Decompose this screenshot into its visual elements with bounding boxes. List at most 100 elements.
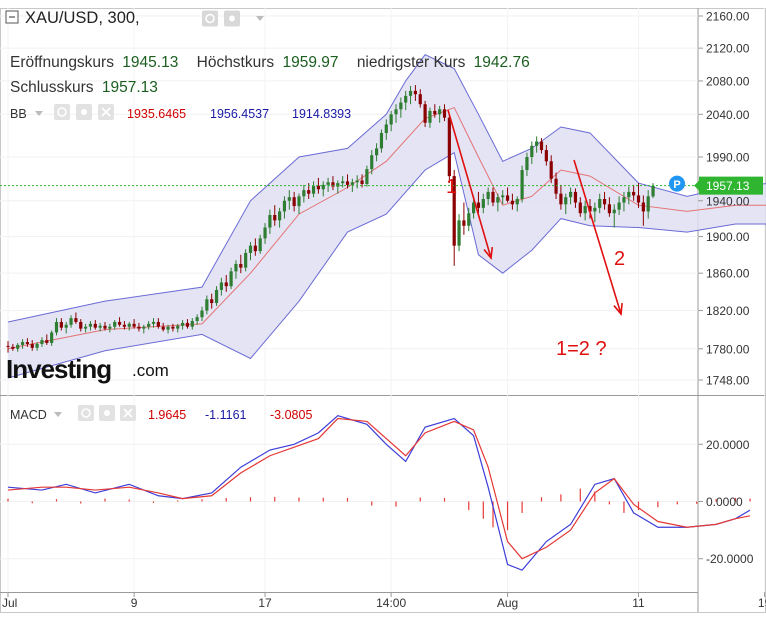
price-axis-label: 1780.00 xyxy=(706,342,750,356)
macd-histogram-bar xyxy=(322,497,324,502)
annotation-label: 2 xyxy=(614,248,625,270)
candle-body xyxy=(239,263,243,268)
candle-body xyxy=(268,214,272,228)
candle-body xyxy=(554,178,558,194)
candle-body xyxy=(321,184,325,190)
candle-body xyxy=(379,132,384,149)
bb-remove-icon[interactable] xyxy=(98,104,114,120)
macd-histogram-bar xyxy=(31,501,33,504)
low-value: 1942.76 xyxy=(474,54,530,71)
candle-body xyxy=(248,245,253,253)
symbol-dropdown-icon[interactable] xyxy=(256,16,264,21)
price-axis-label: 2120.00 xyxy=(706,42,750,56)
symbol-title: XAU/USD, 300, xyxy=(25,9,140,27)
candle-body xyxy=(161,326,165,330)
logo-brand: Investing xyxy=(6,354,111,384)
candle-body xyxy=(64,324,68,328)
macd-histogram-bar xyxy=(734,498,737,502)
macd-histogram-bar xyxy=(749,498,751,502)
candle-body xyxy=(69,318,73,325)
macd-histogram-bar xyxy=(521,501,523,513)
candle-body xyxy=(11,346,15,349)
macd-histogram-bar xyxy=(608,501,610,505)
open-label: Eröffnungskurs xyxy=(10,54,114,71)
macd-histogram-bar xyxy=(55,499,58,502)
position-marker-icon[interactable] xyxy=(669,175,685,192)
candle-body xyxy=(127,323,131,327)
bb-dropdown-icon[interactable] xyxy=(35,111,43,116)
candle-body xyxy=(331,182,335,187)
candle-body xyxy=(93,323,97,328)
candle-body xyxy=(598,198,602,208)
candle-body xyxy=(636,195,641,203)
candle-body xyxy=(273,214,277,221)
candle-body xyxy=(54,321,59,333)
candle-body xyxy=(569,191,573,198)
candle-body xyxy=(428,110,432,123)
symbol-gear-icon[interactable] xyxy=(224,10,240,27)
candle-body xyxy=(244,252,248,268)
macd-value-signal: -3.0805 xyxy=(270,408,312,422)
macd-settings-icon[interactable] xyxy=(99,405,115,421)
candle-body xyxy=(224,282,228,287)
candle-body xyxy=(181,322,185,326)
candle-body xyxy=(384,124,388,133)
macd-axis-label: 0.0000 xyxy=(706,495,743,509)
macd-histogram-bar xyxy=(715,499,717,502)
price-axis-label: 2080.00 xyxy=(706,74,750,88)
candle-body xyxy=(607,204,611,214)
candle-body xyxy=(447,117,451,177)
macd-histogram-bar xyxy=(395,501,397,507)
macd-histogram-bar xyxy=(637,501,640,511)
macd-histogram-bar xyxy=(657,501,659,508)
candle-body xyxy=(258,238,262,252)
macd-histogram-bar xyxy=(346,498,349,502)
bb-value-basis: 1935.6465 xyxy=(127,107,186,121)
bb-visibility-icon[interactable] xyxy=(54,104,70,120)
current-price-badge xyxy=(699,176,763,195)
bb-settings-icon[interactable] xyxy=(76,104,92,120)
macd-visibility-icon[interactable] xyxy=(78,405,94,421)
macd-layer xyxy=(7,415,751,571)
macd-remove-icon[interactable] xyxy=(120,405,136,421)
candle-body xyxy=(345,181,350,185)
candle-body xyxy=(302,190,306,197)
annotation-arrow-1-head xyxy=(483,246,494,260)
candle-body xyxy=(365,169,369,184)
candle-body xyxy=(35,343,39,348)
candle-body xyxy=(326,182,330,185)
candle-body xyxy=(442,109,447,118)
candle-body xyxy=(617,202,621,210)
candle-body xyxy=(40,340,44,344)
macd-histogram-bar xyxy=(152,501,155,503)
close-value: 1957.13 xyxy=(102,79,158,96)
bollinger-basis-line xyxy=(7,106,766,350)
candle-body xyxy=(549,161,553,179)
current-price-pointer xyxy=(694,180,699,191)
candle-body xyxy=(79,321,83,329)
candle-body xyxy=(341,181,345,184)
symbol-settings-icon[interactable] xyxy=(202,10,218,27)
bb-value-upper: 1956.4537 xyxy=(210,107,269,121)
macd-histogram-bar xyxy=(594,491,596,502)
candle-body xyxy=(535,141,539,146)
candle-body xyxy=(530,145,534,157)
annotation-arrow-2 xyxy=(573,159,622,315)
macd-value-histogram: 1.9645 xyxy=(148,408,186,422)
candle-body xyxy=(103,325,107,329)
candle-body xyxy=(423,104,427,123)
signal-line xyxy=(7,417,751,560)
candle-body xyxy=(156,321,160,327)
candle-body xyxy=(166,326,170,330)
macd-label: MACD xyxy=(10,408,47,422)
candle-body xyxy=(360,180,364,184)
candle-body xyxy=(229,271,233,287)
candle-body xyxy=(622,197,626,203)
candle-body xyxy=(452,176,456,246)
candle-body xyxy=(214,289,219,304)
macd-dropdown-icon[interactable] xyxy=(54,412,62,417)
candle-body xyxy=(632,191,636,196)
candle-body xyxy=(16,344,20,349)
